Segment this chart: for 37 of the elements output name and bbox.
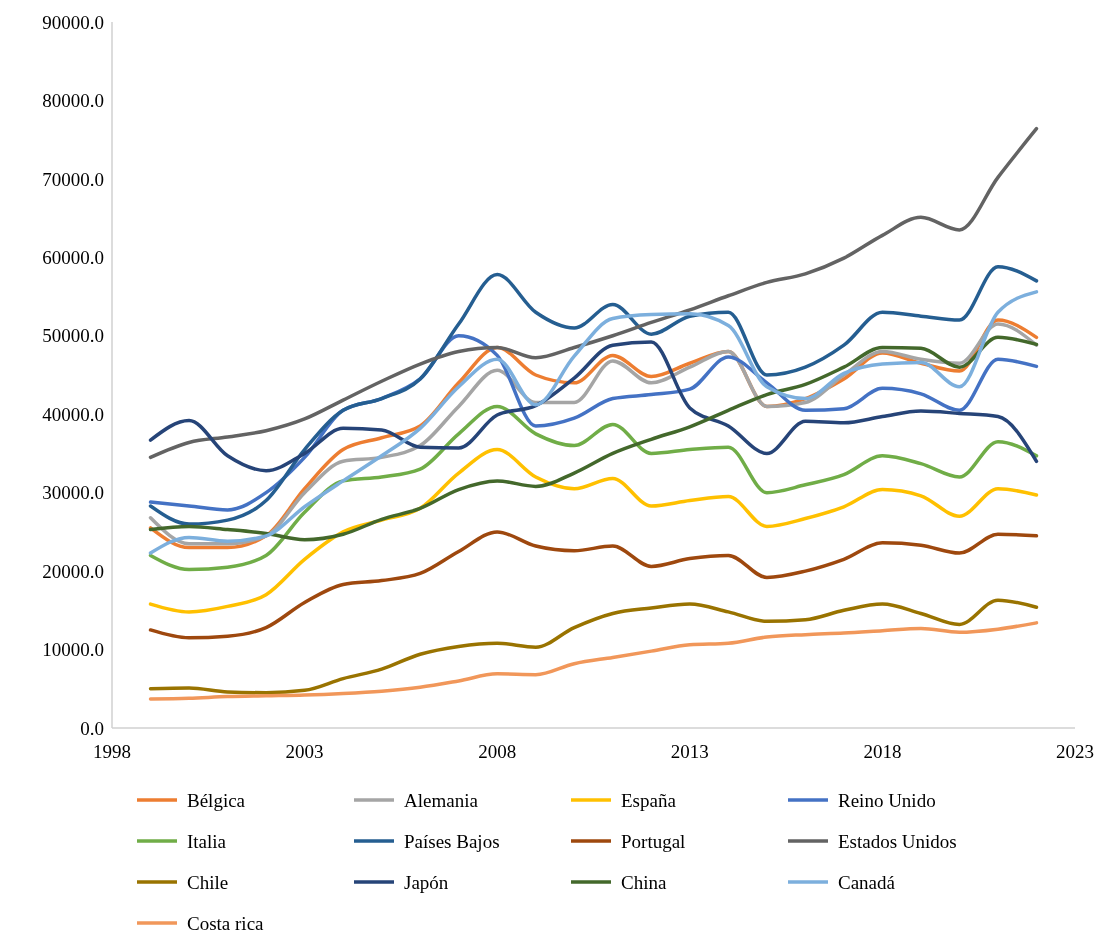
x-tick-label: 1998: [93, 741, 131, 762]
y-tick-label: 10000.0: [42, 639, 104, 661]
y-tick-label: 40000.0: [42, 403, 104, 425]
x-tick-label: 2008: [478, 741, 517, 762]
line-series: [148, 598, 1039, 695]
line-series: [148, 447, 1039, 614]
legend-label: Estados Unidos: [838, 830, 957, 852]
legend-label: Costa rica: [187, 912, 265, 934]
legend-label: Reino Unido: [838, 789, 936, 811]
line-series: [148, 530, 1039, 640]
y-tick-label: 30000.0: [42, 482, 104, 504]
legend-label: Bélgica: [187, 789, 246, 811]
legend-label: China: [621, 871, 667, 893]
line-series: [148, 404, 1039, 572]
line-series: [148, 126, 1039, 460]
line-series: [148, 340, 1039, 473]
y-tick-label: 20000.0: [42, 560, 104, 582]
legend-label: Italia: [187, 830, 227, 852]
y-tick-label: 80000.0: [42, 90, 104, 112]
line-series: [148, 621, 1039, 701]
y-tick-label: 0.0: [80, 717, 104, 739]
x-tick-label: 2023: [1056, 741, 1094, 762]
legend-label: Chile: [187, 871, 229, 893]
legend-label: Alemania: [404, 789, 479, 811]
legend-label: Países Bajos: [404, 830, 500, 852]
y-tick-label: 70000.0: [42, 168, 104, 190]
legend-label: Japón: [404, 871, 449, 893]
line-series: [148, 265, 1039, 526]
x-tick-label: 2003: [285, 741, 324, 762]
y-tick-label: 60000.0: [42, 246, 104, 268]
y-tick-label: 90000.0: [42, 11, 104, 33]
legend-label: Canadá: [838, 871, 896, 893]
y-tick-label: 50000.0: [42, 325, 104, 347]
x-tick-label: 2013: [670, 741, 709, 762]
x-tick-label: 2018: [863, 741, 902, 762]
legend-label: España: [621, 789, 677, 811]
legend-label: Portugal: [621, 830, 686, 852]
